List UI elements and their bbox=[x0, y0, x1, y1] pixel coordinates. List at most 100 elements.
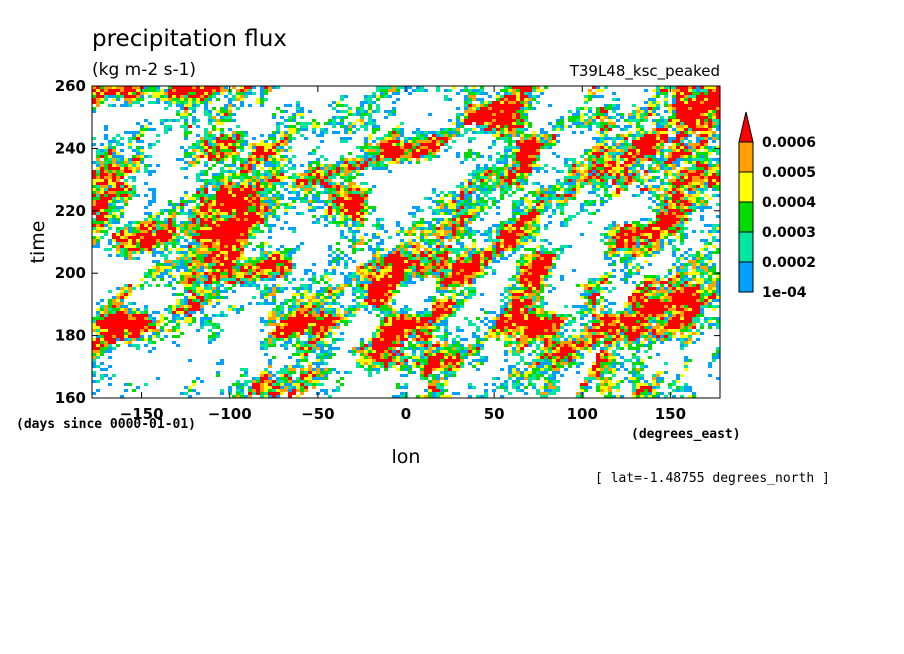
precip-cell bbox=[684, 143, 688, 146]
precip-cell bbox=[224, 251, 228, 254]
precip-cell bbox=[452, 248, 456, 251]
precip-cell bbox=[436, 245, 440, 248]
precip-cell bbox=[604, 155, 608, 158]
precip-cell bbox=[692, 230, 696, 233]
precip-cell bbox=[684, 152, 688, 155]
precip-cell bbox=[356, 206, 360, 209]
precip-cell bbox=[460, 218, 464, 221]
precip-cell bbox=[288, 119, 292, 122]
precip-cell bbox=[596, 110, 600, 113]
precip-cell bbox=[268, 137, 272, 140]
precip-cell bbox=[576, 170, 580, 173]
precip-cell bbox=[132, 233, 136, 236]
precip-cell bbox=[432, 233, 436, 236]
precip-cell bbox=[520, 215, 524, 218]
precip-cell bbox=[220, 122, 224, 125]
precip-cell bbox=[308, 164, 312, 167]
precip-cell bbox=[252, 176, 256, 179]
precip-cell bbox=[668, 233, 672, 236]
precip-cell bbox=[660, 206, 664, 209]
precip-cell bbox=[464, 230, 468, 233]
precip-cell bbox=[348, 188, 352, 191]
precip-cell bbox=[104, 215, 108, 218]
precip-cell bbox=[356, 212, 360, 215]
precip-cell bbox=[684, 98, 688, 101]
precip-cell bbox=[276, 179, 280, 182]
precip-cell bbox=[520, 92, 524, 95]
precip-cell bbox=[464, 191, 468, 194]
precip-cell bbox=[592, 170, 596, 173]
precip-cell bbox=[408, 140, 412, 143]
precip-cell bbox=[276, 203, 280, 206]
chart-subtitle: (kg m-2 s-1) bbox=[92, 60, 196, 80]
precip-cell bbox=[500, 161, 504, 164]
precip-cell bbox=[564, 161, 568, 164]
precip-cell bbox=[536, 194, 540, 197]
precip-cell bbox=[536, 233, 540, 236]
precip-cell bbox=[256, 170, 260, 173]
precip-cell bbox=[520, 146, 524, 149]
precip-cell bbox=[308, 209, 312, 212]
precip-cell bbox=[120, 185, 124, 188]
precip-cell bbox=[628, 245, 632, 248]
precip-cell bbox=[536, 152, 540, 155]
precip-cell bbox=[156, 98, 160, 101]
precip-cell bbox=[140, 221, 144, 224]
precip-cell bbox=[196, 86, 200, 89]
precip-cell bbox=[184, 101, 188, 104]
precip-cell bbox=[292, 119, 296, 122]
precip-cell bbox=[580, 164, 584, 167]
precip-cell bbox=[152, 239, 156, 242]
precip-cell bbox=[352, 215, 356, 218]
precip-cell bbox=[680, 227, 684, 230]
precip-cell bbox=[412, 137, 416, 140]
precip-cell bbox=[596, 137, 600, 140]
precip-cell bbox=[224, 143, 228, 146]
precip-cell bbox=[236, 146, 240, 149]
precip-cell bbox=[364, 206, 368, 209]
precip-cell bbox=[240, 239, 244, 242]
precip-cell bbox=[348, 197, 352, 200]
precip-cell bbox=[712, 245, 716, 248]
precip-cell bbox=[264, 200, 268, 203]
precip-cell bbox=[520, 179, 524, 182]
precip-cell bbox=[656, 89, 660, 92]
precip-cell bbox=[124, 191, 128, 194]
precip-cell bbox=[648, 188, 652, 191]
precip-cell bbox=[200, 188, 204, 191]
precip-cell bbox=[368, 143, 372, 146]
precip-cell bbox=[104, 188, 108, 191]
precip-cell bbox=[444, 248, 448, 251]
precip-cell bbox=[716, 113, 720, 116]
precip-cell bbox=[96, 164, 100, 167]
precip-cell bbox=[372, 92, 376, 95]
precip-cell bbox=[108, 197, 112, 200]
precip-cell bbox=[188, 221, 192, 224]
precip-cell bbox=[516, 209, 520, 212]
precip-cell bbox=[204, 200, 208, 203]
precip-cell bbox=[504, 155, 508, 158]
precip-cell bbox=[536, 137, 540, 140]
precip-cell bbox=[376, 107, 380, 110]
precip-cell bbox=[604, 104, 608, 107]
precip-cell bbox=[644, 230, 648, 233]
precip-cell bbox=[124, 197, 128, 200]
precip-cell bbox=[108, 164, 112, 167]
precip-cell bbox=[284, 143, 288, 146]
precip-cell bbox=[404, 248, 408, 251]
precip-cell bbox=[372, 164, 376, 167]
precip-cell bbox=[304, 173, 308, 176]
precip-cell bbox=[668, 110, 672, 113]
precip-cell bbox=[604, 146, 608, 149]
precip-cell bbox=[656, 104, 660, 107]
precip-cell bbox=[272, 143, 276, 146]
precip-cell bbox=[340, 182, 344, 185]
precip-cell bbox=[236, 224, 240, 227]
precip-cell bbox=[500, 188, 504, 191]
precip-cell bbox=[436, 233, 440, 236]
precip-cell bbox=[136, 161, 140, 164]
precip-cell bbox=[520, 230, 524, 233]
precip-cell bbox=[228, 149, 232, 152]
precip-cell bbox=[328, 197, 332, 200]
precip-cell bbox=[476, 176, 480, 179]
